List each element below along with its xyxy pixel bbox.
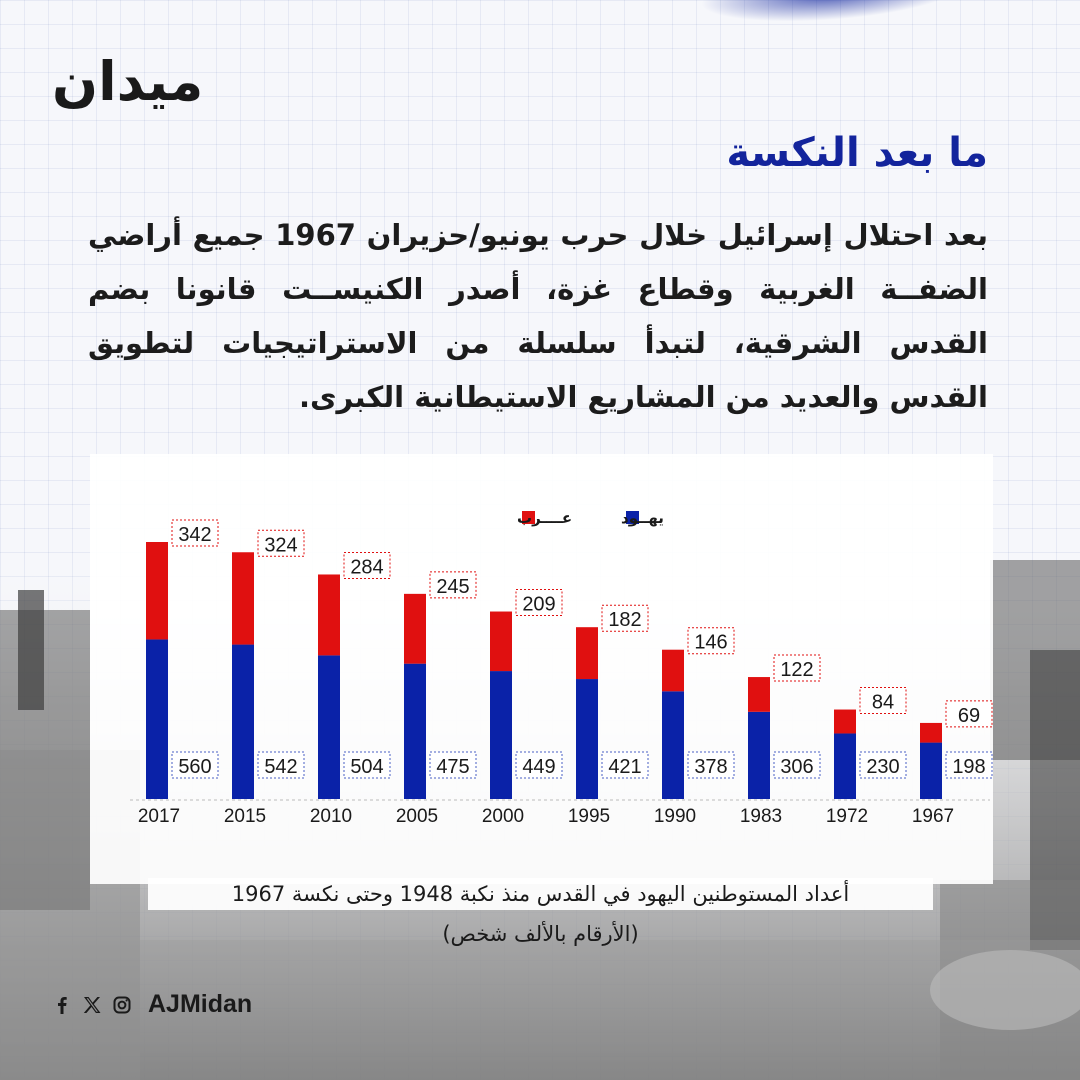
data-label-jews: 560 — [178, 756, 211, 778]
brand-logo: ميدان — [52, 50, 205, 113]
data-label-box-arabs — [343, 551, 391, 579]
legend-label-arabs: عــــرب — [517, 509, 572, 527]
facebook-icon[interactable] — [52, 995, 72, 1015]
chart-caption: أعداد المستوطنين اليهود في القدس منذ نكب… — [148, 878, 933, 910]
data-label-box-jews — [515, 751, 563, 779]
data-label-box-arabs — [945, 700, 993, 728]
data-label-arabs: 209 — [522, 594, 555, 616]
x-tick-label: 1983 — [740, 806, 782, 827]
data-label-box-jews — [687, 751, 735, 779]
bar-segment-arabs — [748, 677, 770, 712]
bar-segment-jews — [232, 644, 254, 799]
data-label-jews: 421 — [608, 756, 641, 778]
data-label-arabs: 284 — [350, 556, 383, 578]
bar-segment-jews — [146, 639, 168, 799]
page-title: ما بعد النكسة — [726, 130, 988, 176]
data-label-jews: 504 — [350, 756, 383, 778]
bar-segment-jews — [318, 655, 340, 799]
legend-label-jews: يهــود — [621, 509, 664, 527]
data-label-box-arabs — [429, 571, 477, 599]
bar-segment-arabs — [146, 542, 168, 640]
data-label-box-jews — [429, 751, 477, 779]
bar-segment-arabs — [920, 722, 942, 743]
data-label-arabs: 342 — [178, 524, 211, 546]
data-label-arabs: 324 — [264, 534, 297, 556]
stacked-bar-chart: 560 342 2017 542 324 2015 504 284 2010 475 245 2005… — [130, 509, 993, 827]
bar-segment-jews — [490, 671, 512, 799]
data-label-box-arabs — [859, 687, 907, 715]
data-label-box-jews — [257, 751, 305, 779]
bar-segment-arabs — [232, 552, 254, 645]
data-label-box-jews — [343, 751, 391, 779]
chart-caption-unit: (الأرقام بالألف شخص) — [442, 922, 639, 946]
intro-paragraph: بعد احتلال إسرائيل خلال حرب يونيو/حزيران… — [88, 218, 989, 414]
data-label-jews: 378 — [694, 756, 727, 778]
decorative-smudge — [698, 0, 962, 30]
x-tick-label: 1967 — [912, 806, 954, 827]
data-label-jews: 475 — [436, 756, 469, 778]
bar-segment-jews — [662, 691, 684, 799]
data-label-box-arabs — [687, 627, 735, 655]
x-icon[interactable] — [82, 995, 102, 1015]
x-tick-label: 2017 — [138, 806, 180, 827]
data-label-arabs: 182 — [608, 609, 641, 631]
bar-segment-arabs — [318, 574, 340, 656]
data-label-jews: 306 — [780, 756, 813, 778]
bar-segment-jews — [404, 663, 426, 799]
data-label-box-arabs — [515, 589, 563, 617]
footer-social: AJMidan — [52, 990, 252, 1019]
data-label-arabs: 84 — [872, 692, 894, 714]
data-label-box-jews — [773, 751, 821, 779]
instagram-icon[interactable] — [112, 995, 132, 1015]
data-label-jews: 230 — [866, 756, 899, 778]
bar-segment-jews — [920, 742, 942, 799]
data-label-jews: 542 — [264, 756, 297, 778]
x-tick-label: 2005 — [396, 806, 438, 827]
data-label-box-jews — [859, 751, 907, 779]
bar-segment-jews — [834, 733, 856, 799]
legend-swatch-arabs — [522, 511, 535, 524]
data-label-arabs: 122 — [780, 659, 813, 681]
bar-segment-jews — [748, 711, 770, 799]
bar-segment-arabs — [662, 649, 684, 692]
x-tick-label: 1972 — [826, 806, 868, 827]
x-tick-label: 1990 — [654, 806, 696, 827]
data-label-box-arabs — [257, 529, 305, 557]
data-label-box-arabs — [171, 519, 219, 547]
data-label-box-arabs — [773, 654, 821, 682]
data-label-box-jews — [171, 751, 219, 779]
data-label-arabs: 245 — [436, 576, 469, 598]
data-label-arabs: 146 — [694, 632, 727, 654]
bar-segment-arabs — [576, 627, 598, 680]
legend-swatch-jews — [626, 511, 639, 524]
data-label-box-jews — [601, 751, 649, 779]
data-label-arabs: 69 — [958, 705, 980, 727]
bar-segment-jews — [576, 679, 598, 799]
chart-container: 560 342 2017 542 324 2015 504 284 2010 475 245 2005… — [90, 454, 993, 884]
x-tick-label: 2000 — [482, 806, 524, 827]
bar-segment-arabs — [404, 593, 426, 664]
bar-segment-arabs — [490, 611, 512, 672]
data-label-box-arabs — [601, 604, 649, 632]
x-tick-label: 2010 — [310, 806, 352, 827]
data-label-jews: 198 — [952, 756, 985, 778]
bar-segment-arabs — [834, 709, 856, 734]
x-tick-label: 1995 — [568, 806, 610, 827]
social-handle: AJMidan — [148, 990, 253, 1018]
x-tick-label: 2015 — [224, 806, 266, 827]
data-label-box-jews — [945, 751, 993, 779]
data-label-jews: 449 — [522, 756, 555, 778]
